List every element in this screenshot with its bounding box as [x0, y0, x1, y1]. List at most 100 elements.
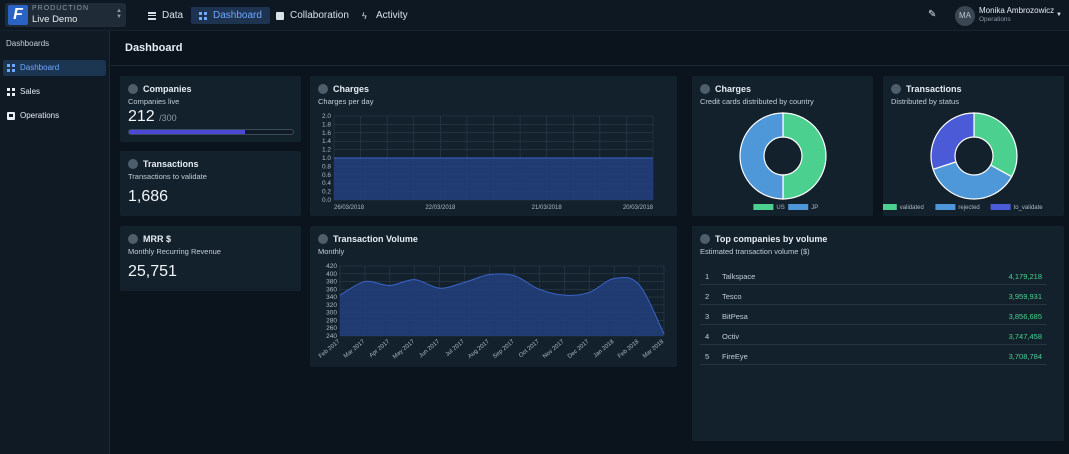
card-title: MRR $ — [143, 234, 172, 244]
nav-collaboration[interactable]: Collaboration — [268, 7, 357, 24]
nav-data-label: Data — [162, 10, 184, 21]
charges-country-chart: JP US — [739, 112, 827, 211]
card-header: Companies — [128, 84, 192, 94]
card-subtitle: Charges per day — [318, 97, 374, 106]
companies-progress — [128, 129, 294, 135]
x-tick-label: Jun 2017 — [418, 339, 441, 360]
transactions-value: 1,686 — [128, 188, 169, 205]
company-volume: 3,856,685 — [1008, 312, 1042, 321]
legend-swatch — [883, 204, 897, 210]
x-tick-label: Jul 2017 — [445, 339, 467, 359]
sidebar-item-label: Dashboard — [20, 63, 60, 72]
table-row[interactable]: 1 Talkspace 4,179,218 — [700, 265, 1047, 285]
company-volume: 4,179,218 — [1008, 272, 1042, 281]
mrr-value: 25,751 — [128, 263, 177, 280]
card-header: Top companies by volume — [700, 234, 827, 244]
nav-data[interactable]: Data — [140, 7, 191, 24]
company-name: Octiv — [722, 332, 740, 341]
pie-slice-validated — [973, 112, 1018, 178]
y-tick-label: 0.6 — [322, 172, 331, 179]
y-tick-label: 400 — [326, 271, 337, 278]
nav-activity[interactable]: ϟ Activity — [354, 7, 416, 24]
x-tick-label: 22/03/2018 — [425, 205, 456, 211]
charges-country-card: Charges Credit cards distributed by coun… — [692, 76, 873, 216]
card-title: Charges — [333, 84, 370, 94]
legend-swatch — [935, 204, 956, 210]
chat-icon — [276, 11, 284, 20]
card-subtitle: Monthly — [318, 247, 345, 256]
y-tick-label: 260 — [326, 325, 337, 332]
pie-slice-US — [782, 112, 827, 200]
sidebar-item-label: Operations — [20, 111, 60, 120]
chevron-down-icon[interactable]: ▼ — [1056, 12, 1062, 18]
sidebar-item-sales[interactable]: Sales — [3, 84, 106, 100]
company-volume: 3,708,784 — [1008, 352, 1042, 361]
card-title: Transaction Volume — [333, 234, 418, 244]
pie-slice-to_validate — [930, 112, 975, 171]
transactions-status-chart: to_validate rejected validated — [883, 112, 1043, 211]
sidebar-item-operations[interactable]: Operations — [3, 108, 106, 124]
user-name[interactable]: Monika Ambrozowicz — [979, 6, 1055, 15]
y-tick-label: 2.0 — [322, 113, 331, 120]
edit-icon[interactable]: ✎ — [928, 9, 937, 20]
legend-label: US — [776, 205, 784, 211]
y-tick-label: 380 — [326, 279, 337, 286]
legend-label: validated — [900, 205, 924, 211]
legend-swatch — [990, 204, 1011, 210]
card-title: Charges — [715, 84, 752, 94]
transaction-volume-card: Transaction Volume Monthly 420 400 380 360 3… — [310, 226, 677, 367]
sidebar-item-dashboard[interactable]: Dashboard — [3, 60, 106, 76]
series-line — [339, 273, 665, 335]
y-tick-label: 1.6 — [322, 130, 331, 137]
x-tick-label: Dec 2017 — [567, 339, 591, 361]
user-role: Operations — [979, 16, 1011, 23]
y-tick-label: 0.8 — [322, 163, 331, 170]
y-tick-label: 0.0 — [322, 197, 331, 204]
card-subtitle: Estimated transaction volume ($) — [700, 247, 810, 256]
company-name: Tesco — [722, 292, 742, 301]
dashboard-icon — [199, 11, 207, 20]
y-tick-label: 1.2 — [322, 147, 331, 154]
table-row[interactable]: 4 Octiv 3,747,458 — [700, 325, 1047, 345]
companies-total: /300 — [159, 113, 177, 123]
nav-dashboard[interactable]: Dashboard — [191, 7, 270, 24]
x-tick-label: 20/03/2018 — [623, 205, 654, 211]
grid-icon — [7, 88, 15, 96]
company-name: Talkspace — [722, 272, 756, 281]
nav-activity-label: Activity — [376, 10, 408, 21]
y-tick-label: 240 — [326, 333, 337, 340]
card-header: Transactions — [891, 84, 962, 94]
card-icon — [700, 84, 710, 94]
table-row[interactable]: 2 Tesco 3,959,931 — [700, 285, 1047, 305]
x-tick-label: May 2017 — [392, 339, 417, 361]
card-subtitle: Distributed by status — [891, 97, 959, 106]
y-tick-label: 340 — [326, 294, 337, 301]
x-tick-label: Jan 2018 — [593, 339, 616, 360]
x-tick-label: Oct 2017 — [518, 339, 541, 360]
card-header: Transaction Volume — [318, 234, 418, 244]
dashboard-icon — [7, 64, 15, 72]
sidebar: Dashboards Dashboard Sales Operations — [0, 31, 110, 454]
top-companies-card: Top companies by volume Estimated transa… — [692, 226, 1064, 441]
avatar[interactable]: MA — [955, 6, 975, 26]
company-name: FireEye — [722, 352, 748, 361]
card-subtitle: Monthly Recurring Revenue — [128, 247, 221, 256]
page-title: Dashboard — [125, 42, 183, 54]
table-row[interactable]: 3 BitPesa 3,856,685 — [700, 305, 1047, 325]
x-tick-label: Aug 2017 — [467, 339, 491, 361]
money-icon — [128, 234, 138, 244]
legend-swatch — [788, 204, 809, 210]
rank-number: 4 — [705, 332, 710, 341]
x-tick-label: Nov 2017 — [542, 339, 566, 361]
pie-slice-rejected — [932, 161, 1013, 200]
x-tick-label: Feb 2017 — [318, 339, 342, 360]
environment-switcher[interactable]: F PRODUCTION Live Demo ▲ ▼ — [5, 3, 126, 27]
card-subtitle: Credit cards distributed by country — [700, 97, 814, 106]
card-header: Charges — [700, 84, 751, 94]
table-row[interactable]: 5 FireEye 3,708,784 — [700, 345, 1047, 365]
app-logo: F — [8, 5, 28, 25]
progress-fill — [129, 130, 245, 134]
mrr-card: MRR $ Monthly Recurring Revenue 25,751 — [120, 226, 301, 291]
rank-number: 3 — [705, 312, 710, 321]
